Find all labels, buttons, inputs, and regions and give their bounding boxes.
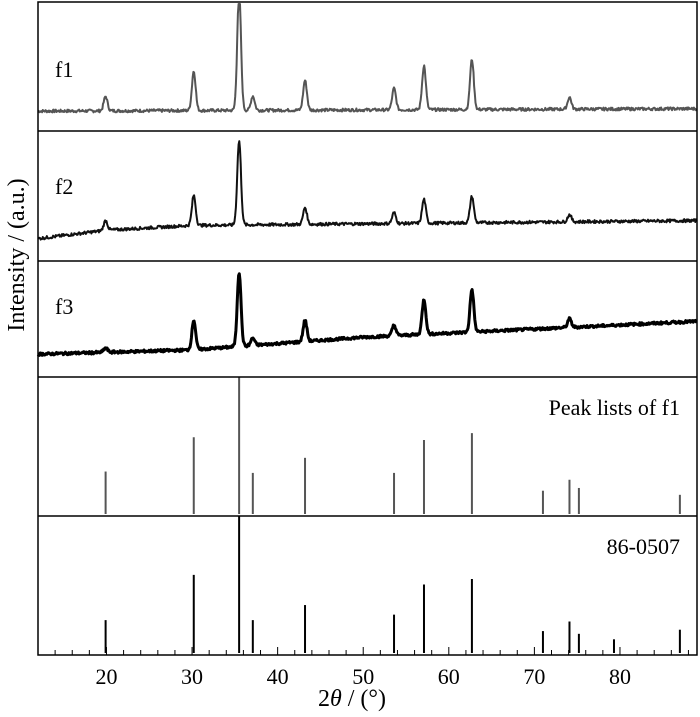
frame-layer: 20 30 40 50 60 70 80 xyxy=(37,1,698,689)
x-tick-label: 20 xyxy=(95,664,117,689)
series-line-f1 xyxy=(37,3,698,114)
x-tick-label: 50 xyxy=(352,664,374,689)
series-line-f3 xyxy=(36,272,698,357)
panel-f2: f2 xyxy=(37,140,698,241)
series-label-f2: f2 xyxy=(55,174,73,199)
series-label-f1: f1 xyxy=(55,57,73,82)
x-axis-label: 2θ / (°) xyxy=(318,686,386,712)
panel-label-ref: 86-0507 xyxy=(607,534,680,559)
y-axis-label: Intensity / (a.u.) xyxy=(4,178,30,331)
panel-f3: f3 xyxy=(36,272,698,357)
panel-f1: f1 xyxy=(37,3,698,114)
plot-frame xyxy=(37,1,698,656)
series-label-f3: f3 xyxy=(55,294,73,319)
x-tick-label: 30 xyxy=(181,664,203,689)
x-axis-label-prefix: 2 xyxy=(318,686,330,712)
x-axis-label-suffix: / (°) xyxy=(342,686,386,712)
panel-ref: 86-0507 xyxy=(104,516,681,653)
series-line-f2 xyxy=(37,140,698,241)
x-tick-label: 40 xyxy=(267,664,289,689)
panel-peak-list: Peak lists of f1 xyxy=(104,377,681,514)
x-tick-label: 70 xyxy=(523,664,545,689)
panels-layer: f1 f2 f3 Peak lists of f1 86-0507 xyxy=(36,3,698,653)
x-axis-label-symbol: θ xyxy=(330,686,342,712)
panel-label-peak-list: Peak lists of f1 xyxy=(549,395,680,420)
x-tick-label: 80 xyxy=(609,664,631,689)
x-tick-label: 60 xyxy=(438,664,460,689)
